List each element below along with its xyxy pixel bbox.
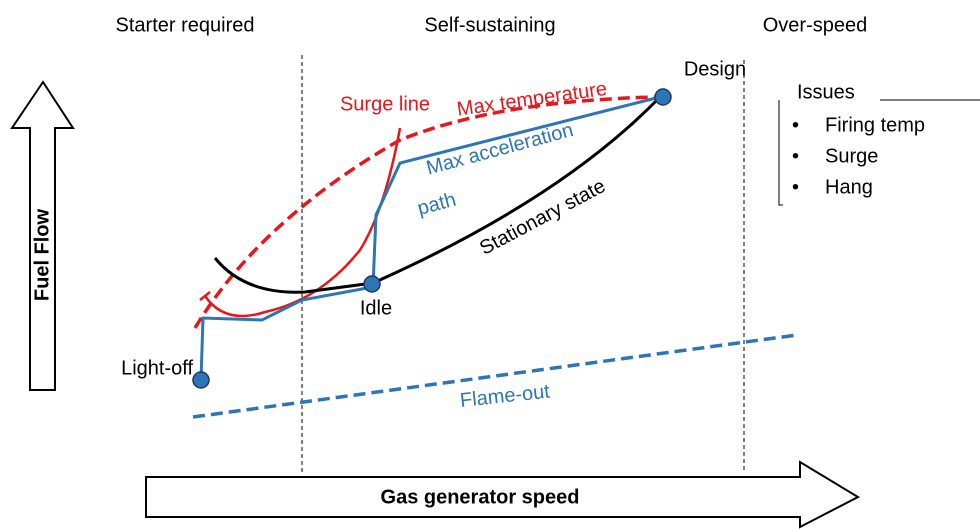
y-axis-label: Fuel Flow	[31, 208, 53, 301]
issue-item: Hang	[825, 176, 873, 198]
curve-label: path	[415, 189, 458, 220]
region-label: Self-sustaining	[424, 14, 555, 36]
max-accel-line	[199, 95, 661, 381]
issue-item: Firing temp	[825, 114, 925, 136]
curve-label: Max acceleration	[424, 119, 576, 179]
point-label: Design	[684, 58, 746, 80]
point-label: Idle	[360, 297, 392, 319]
curve-label: Surge line	[340, 93, 430, 115]
y-arrow	[10, 80, 75, 391]
stationary-line	[213, 95, 662, 294]
x-arrow	[145, 460, 861, 529]
curve-label: Stationary state	[476, 175, 609, 260]
curve-label: Flame-out	[459, 381, 551, 412]
point	[192, 371, 210, 389]
point	[363, 275, 381, 293]
issues-title: Issues	[797, 81, 855, 103]
issue-item: Surge	[825, 145, 878, 167]
curve-label: Max temperature	[456, 78, 609, 121]
bullet: •	[792, 176, 799, 198]
region-label: Over-speed	[763, 14, 868, 36]
point	[654, 88, 672, 106]
bullet: •	[792, 114, 799, 136]
max-temp-line	[193, 95, 661, 329]
point-label: Light-off	[121, 357, 193, 379]
flame-out-line	[192, 333, 798, 419]
x-axis-label: Gas generator speed	[381, 486, 580, 508]
bullet: •	[792, 145, 799, 167]
issues-box	[778, 99, 980, 206]
surge-line	[199, 127, 402, 318]
region-label: Starter required	[116, 14, 255, 36]
